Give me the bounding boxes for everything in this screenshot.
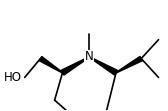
Polygon shape: [61, 57, 89, 75]
Polygon shape: [39, 56, 63, 73]
Polygon shape: [89, 57, 117, 75]
Polygon shape: [116, 56, 142, 73]
Text: HO: HO: [4, 71, 22, 84]
Text: N: N: [85, 51, 94, 63]
